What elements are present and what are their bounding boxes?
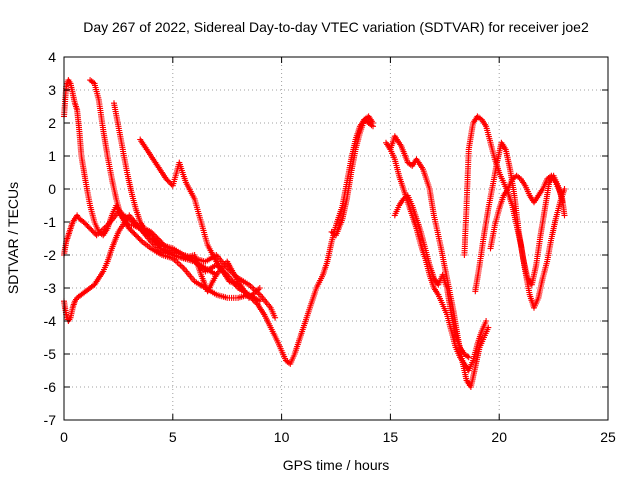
data-points — [391, 192, 472, 361]
x-tick-label: 25 — [600, 429, 616, 445]
x-tick-label: 15 — [383, 429, 399, 445]
y-tick-label: 4 — [48, 49, 56, 65]
x-axis-label: GPS time / hours — [283, 457, 390, 473]
x-tick-label: 0 — [60, 429, 68, 445]
series-track-13 — [487, 172, 566, 252]
series-track-7 — [328, 113, 376, 239]
axes: 0 5 10 15 20 25 -7 -6 -5 -4 -3 -2 -1 0 1 2 3 4 — [44, 49, 616, 445]
y-tick-label: -7 — [44, 412, 57, 428]
series-track-10 — [391, 192, 472, 361]
data-points — [472, 139, 568, 295]
chart-title: Day 267 of 2022, Sidereal Day-to-day VTE… — [83, 19, 589, 35]
y-tick-label: -1 — [44, 214, 57, 230]
data-points — [111, 100, 279, 321]
y-tick-label: -3 — [44, 280, 57, 296]
series-track-12 — [472, 139, 568, 295]
y-axis-label: SDTVAR / TECUs — [5, 182, 21, 294]
data-points — [487, 172, 566, 252]
grid-lines — [64, 57, 608, 420]
y-tick-label: 2 — [48, 115, 56, 131]
y-tick-label: 1 — [48, 148, 56, 164]
data-series — [61, 77, 568, 390]
y-tick-label: -2 — [44, 247, 57, 263]
x-tick-label: 20 — [491, 429, 507, 445]
y-tick-label: -5 — [44, 346, 57, 362]
x-tick-label: 10 — [274, 429, 290, 445]
y-tick-label: 3 — [48, 82, 56, 98]
y-tick-label: 0 — [48, 181, 56, 197]
y-tick-label: -4 — [44, 313, 57, 329]
y-tick-label: -6 — [44, 379, 57, 395]
data-points — [328, 113, 376, 239]
series-track-5 — [111, 100, 279, 321]
plot-frame — [63, 56, 609, 421]
x-tick-label: 5 — [169, 429, 177, 445]
